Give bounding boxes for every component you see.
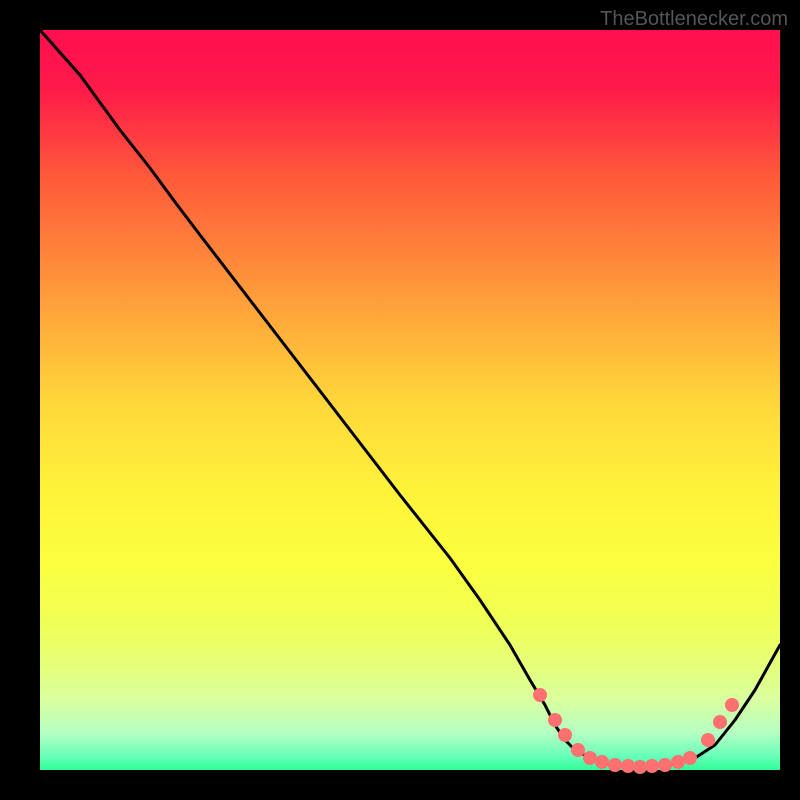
data-marker	[725, 698, 739, 712]
data-marker	[713, 715, 727, 729]
data-marker	[658, 758, 672, 772]
data-marker	[633, 760, 647, 774]
watermark-text: TheBottlenecker.com	[600, 8, 788, 31]
data-marker	[571, 743, 585, 757]
data-marker	[608, 758, 622, 772]
data-marker	[683, 751, 697, 765]
data-marker	[583, 751, 597, 765]
chart-svg	[0, 0, 800, 800]
data-marker	[558, 728, 572, 742]
data-marker	[533, 688, 547, 702]
data-marker	[671, 755, 685, 769]
bottleneck-chart	[0, 0, 800, 800]
data-marker	[701, 733, 715, 747]
data-marker	[621, 759, 635, 773]
data-marker	[595, 755, 609, 769]
data-marker	[548, 713, 562, 727]
data-marker	[645, 759, 659, 773]
